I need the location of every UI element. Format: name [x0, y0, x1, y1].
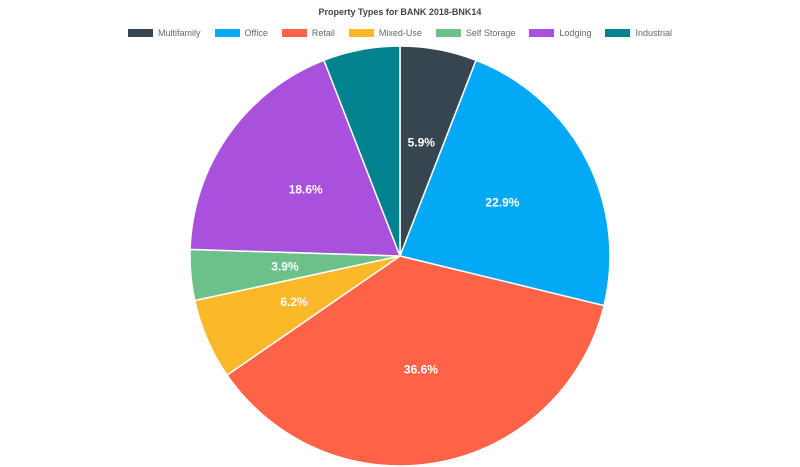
- legend-swatch: [605, 29, 631, 37]
- pie-slice-office[interactable]: [398, 59, 611, 307]
- pie-data-label: 3.9%: [271, 260, 299, 274]
- legend-item-lodging[interactable]: Lodging: [529, 28, 591, 38]
- chart-title: Property Types for BANK 2018-BNK14: [318, 7, 482, 17]
- legend-item-multifamily[interactable]: Multifamily: [128, 28, 201, 38]
- legend-label: Self Storage: [465, 28, 516, 38]
- pie-data-label: 36.6%: [404, 363, 438, 377]
- legend-swatch: [529, 29, 555, 37]
- legend-label: Mixed-Use: [378, 28, 422, 38]
- legend-label: Lodging: [559, 28, 592, 38]
- legend-swatch: [281, 29, 307, 37]
- legend-swatch: [348, 29, 374, 37]
- legend-item-office[interactable]: Office: [214, 28, 268, 38]
- legend-item-mixed-use[interactable]: Mixed-Use: [348, 28, 422, 38]
- pie-data-label: 6.2%: [280, 295, 308, 309]
- legend-label: Retail: [311, 28, 335, 38]
- pie-data-label: 18.6%: [289, 182, 323, 196]
- legend-swatch: [128, 29, 153, 37]
- pie-data-label: 22.9%: [485, 196, 519, 210]
- legend-swatch: [435, 29, 461, 37]
- legend-label: Office: [244, 28, 268, 38]
- legend-label: Multifamily: [158, 28, 201, 38]
- legend-swatch: [214, 29, 240, 37]
- legend-item-self-storage[interactable]: Self Storage: [435, 28, 516, 38]
- chart-legend: Multifamily Office Retail Mixed-Use Self…: [0, 28, 800, 38]
- pie-data-label: 5.9%: [408, 135, 436, 149]
- pie-slice-retail[interactable]: [226, 255, 605, 467]
- legend-item-industrial[interactable]: Industrial: [605, 28, 672, 38]
- legend-item-retail[interactable]: Retail: [281, 28, 335, 38]
- pie-slice-industrial[interactable]: [322, 45, 401, 257]
- pie-slice-lodging[interactable]: [189, 59, 402, 257]
- legend-label: Industrial: [635, 28, 672, 38]
